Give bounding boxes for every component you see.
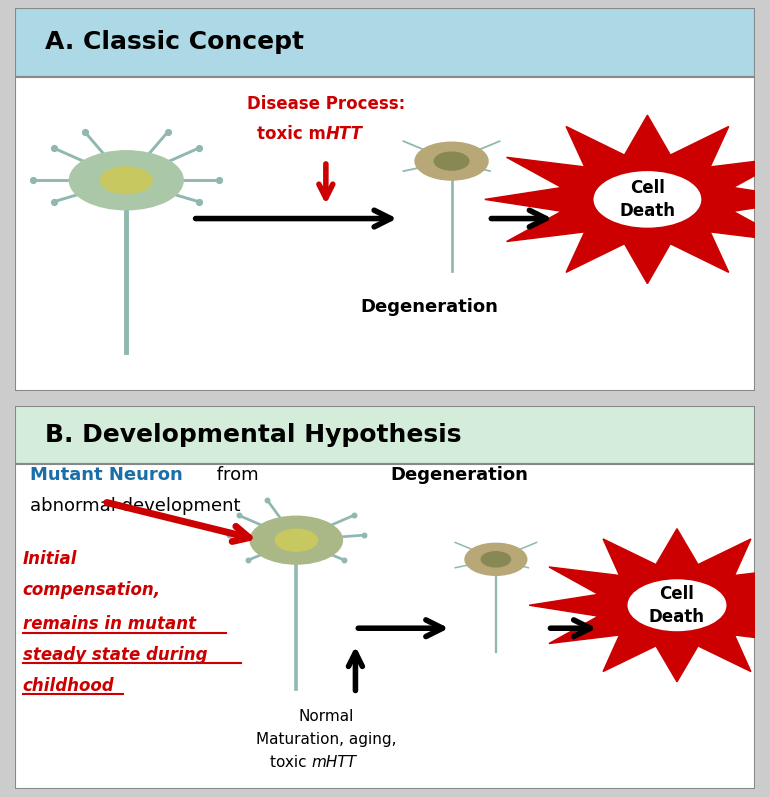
Text: childhood: childhood — [23, 677, 115, 695]
Text: steady state during: steady state during — [23, 646, 207, 664]
Polygon shape — [485, 116, 770, 284]
Text: Disease Process:: Disease Process: — [246, 95, 405, 112]
Circle shape — [100, 167, 152, 194]
Text: Death: Death — [619, 202, 675, 220]
Text: Degeneration: Degeneration — [360, 297, 498, 316]
Circle shape — [465, 544, 527, 575]
Text: mHTT: mHTT — [311, 755, 357, 770]
Text: from: from — [211, 466, 259, 484]
Circle shape — [628, 580, 726, 630]
Text: compensation,: compensation, — [23, 581, 161, 599]
Text: toxic m: toxic m — [257, 125, 326, 143]
Circle shape — [415, 142, 488, 180]
Text: Maturation, aging,: Maturation, aging, — [256, 732, 396, 747]
Circle shape — [481, 552, 511, 567]
Text: Normal: Normal — [298, 709, 353, 724]
Circle shape — [594, 172, 701, 227]
Text: toxic: toxic — [270, 755, 311, 770]
Circle shape — [434, 152, 469, 170]
Circle shape — [69, 151, 183, 210]
Text: HTT: HTT — [326, 125, 363, 143]
Text: Cell: Cell — [630, 179, 665, 197]
Circle shape — [250, 516, 343, 564]
Text: remains in mutant: remains in mutant — [23, 615, 196, 634]
Polygon shape — [529, 528, 770, 681]
FancyBboxPatch shape — [15, 8, 755, 77]
Text: abnormal development: abnormal development — [30, 497, 241, 515]
FancyBboxPatch shape — [15, 464, 755, 789]
FancyBboxPatch shape — [15, 406, 755, 464]
FancyBboxPatch shape — [15, 77, 755, 391]
Text: A. Classic Concept: A. Classic Concept — [45, 30, 304, 54]
Text: Mutant Neuron: Mutant Neuron — [30, 466, 183, 484]
Text: Initial: Initial — [23, 550, 77, 568]
Text: Degeneration: Degeneration — [390, 466, 528, 484]
Text: Cell: Cell — [660, 585, 695, 603]
Circle shape — [275, 529, 317, 551]
Text: Death: Death — [649, 608, 705, 626]
Text: B. Developmental Hypothesis: B. Developmental Hypothesis — [45, 423, 461, 447]
